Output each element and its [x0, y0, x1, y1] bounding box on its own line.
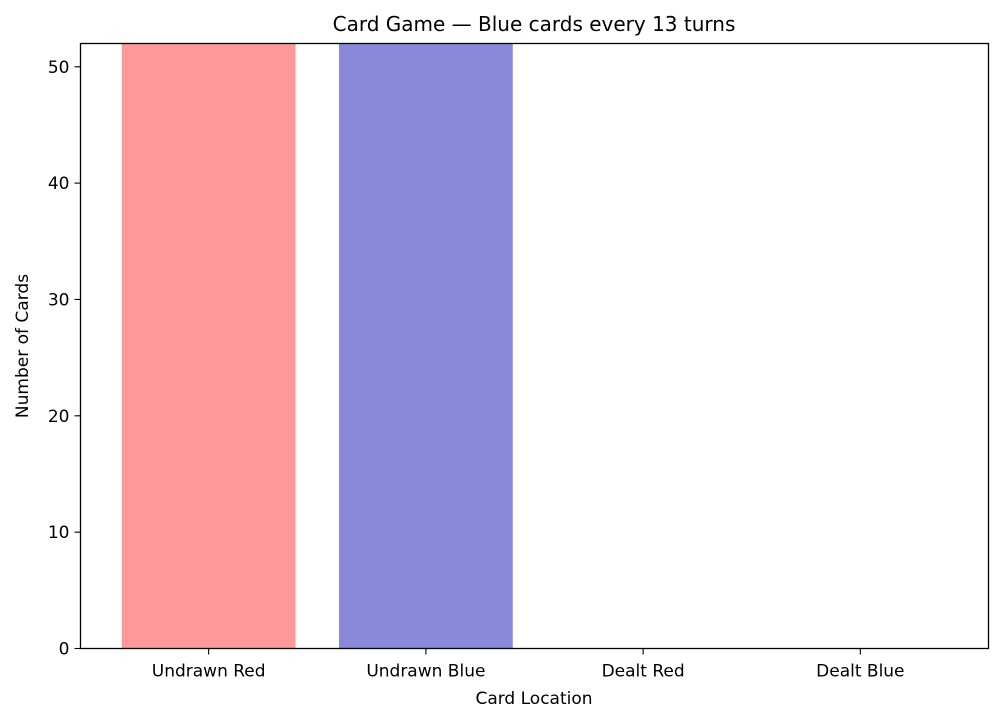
plot-frame [79, 42, 990, 650]
x-tick-label: Undrawn Blue [366, 662, 485, 682]
chart-title: Card Game — Blue cards every 13 turns [333, 12, 736, 36]
y-tick-label: 50 [48, 58, 70, 78]
bar-undrawn-blue [338, 43, 513, 649]
x-tick-label: Dealt Red [602, 662, 685, 682]
y-tick-label: 10 [48, 523, 70, 543]
bar-undrawn-red [121, 43, 296, 649]
y-tick-label: 20 [48, 407, 70, 427]
y-axis-label: Number of Cards [13, 274, 33, 418]
x-tick-label: Undrawn Red [152, 662, 266, 682]
x-tick-label: Dealt Blue [816, 662, 904, 682]
x-axis-label: Card Location [475, 689, 592, 709]
y-tick-label: 40 [48, 174, 70, 194]
y-tick-label: 0 [59, 640, 70, 660]
y-tick-label: 30 [48, 290, 70, 310]
